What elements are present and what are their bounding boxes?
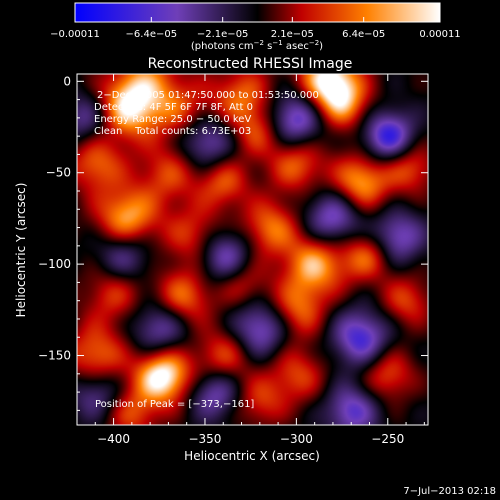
peak-position-label: Position of Peak = [−373,−161]: [95, 399, 254, 410]
colorbar-tick-label: 2.1e−05: [271, 29, 314, 40]
colorbar-tick-labels: −0.00011 −6.4e−05 −2.1e−05 2.1e−05 6.4e−05 0.…: [50, 29, 461, 40]
x-tick-label: −250: [371, 432, 404, 446]
x-tick-label: −350: [188, 432, 221, 446]
colorbar: [74, 2, 441, 23]
y-tick-label: −50: [46, 166, 71, 180]
x-tick-label: −300: [280, 432, 313, 446]
colorbar-ticks: [74, 17, 441, 22]
colorbar-tick-label: −0.00011: [50, 29, 100, 40]
x-axis-label: Heliocentric X (arcsec): [184, 449, 320, 463]
colorbar-units-label: (photons cm−2 s−1 asec−2): [191, 39, 323, 52]
y-axis-tick-labels: 0 −50 −100 −150: [38, 74, 71, 362]
x-axis-tick-labels: −400 −350 −300 −250: [97, 432, 404, 446]
x-tick-label: −400: [97, 432, 130, 446]
y-axis-label: Heliocentric Y (arcsec): [14, 183, 28, 318]
y-tick-label: 0: [63, 74, 71, 88]
heatmap-image: [77, 74, 428, 425]
annotation-energy-range: Energy Range: 25.0 − 50.0 keV: [94, 114, 251, 125]
x-axis-ticks: [76, 74, 425, 425]
colorbar-tick-label: 0.00011: [419, 29, 460, 40]
timestamp: 7−Jul−2013 02:18: [403, 486, 496, 497]
colorbar-tick-label: 6.4e−05: [342, 29, 385, 40]
chart-title: Reconstructed RHESSI Image: [148, 56, 353, 72]
image-frame: [77, 74, 428, 425]
plot-border: [76, 73, 429, 426]
annotation-time-range: 2−Dec−2005 01:47:50.000 to 01:53:50.000: [97, 90, 319, 101]
y-tick-label: −100: [38, 257, 71, 271]
annotation-detectors: Detectors: 4F 5F 6F 7F 8F, Att 0: [94, 102, 253, 113]
colorbar-tick-label: −6.4e−05: [126, 29, 178, 40]
y-tick-label: −150: [38, 349, 71, 363]
colorbar-tick-label: −2.1e−05: [197, 29, 249, 40]
y-axis-ticks: [77, 80, 428, 411]
annotation-total-counts: Clean Total counts: 6.73E+03: [94, 126, 251, 137]
